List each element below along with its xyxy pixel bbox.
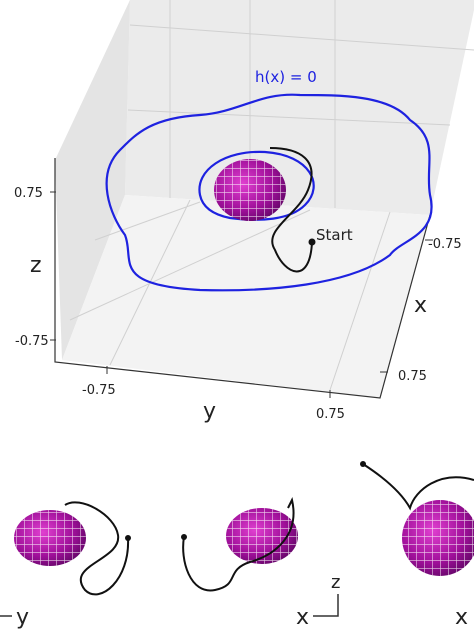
y-label: y bbox=[203, 399, 216, 424]
start-point bbox=[308, 238, 316, 246]
x-label: x bbox=[414, 293, 427, 318]
level-set-inner bbox=[198, 150, 315, 221]
z-tick: 0.75 bbox=[14, 186, 43, 201]
axis-label: x bbox=[296, 605, 309, 630]
trajectory bbox=[182, 497, 295, 592]
sphere-mesh bbox=[226, 508, 298, 564]
start-point bbox=[181, 534, 187, 540]
z-tick: -0.75 bbox=[15, 334, 49, 349]
trajectory bbox=[269, 147, 313, 273]
inset-1: y bbox=[0, 501, 131, 630]
start-label: Start bbox=[316, 226, 353, 244]
axis-lines bbox=[313, 594, 339, 617]
axis-label: x bbox=[455, 605, 468, 630]
main-plot: h(x) = 0 Start 0.75 -0.75 z -0.75 0.75 x… bbox=[14, 0, 474, 424]
y-tick: -0.75 bbox=[82, 383, 116, 398]
axis-label: z bbox=[331, 572, 340, 593]
start-point bbox=[360, 461, 366, 467]
start-point bbox=[125, 535, 131, 541]
trajectory bbox=[64, 501, 130, 596]
tick-marks bbox=[50, 191, 433, 398]
level-set-label: h(x) = 0 bbox=[255, 68, 317, 86]
left-pane bbox=[55, 0, 130, 360]
sphere-mesh bbox=[214, 159, 286, 221]
inset-3: x bbox=[360, 461, 474, 630]
axis-label: y bbox=[16, 605, 29, 630]
floor-pane bbox=[62, 195, 430, 398]
x-tick: 0.75 bbox=[398, 369, 427, 384]
axis-lines bbox=[54, 158, 431, 399]
z-label: z bbox=[30, 253, 42, 278]
trajectory bbox=[362, 463, 474, 511]
y-tick: 0.75 bbox=[316, 407, 345, 422]
sphere-mesh bbox=[402, 500, 474, 576]
inset-2: z x bbox=[181, 497, 340, 630]
sphere-mesh bbox=[14, 510, 86, 566]
level-set-outer bbox=[105, 93, 433, 292]
back-pane bbox=[125, 0, 474, 215]
x-tick: -0.75 bbox=[428, 237, 462, 252]
